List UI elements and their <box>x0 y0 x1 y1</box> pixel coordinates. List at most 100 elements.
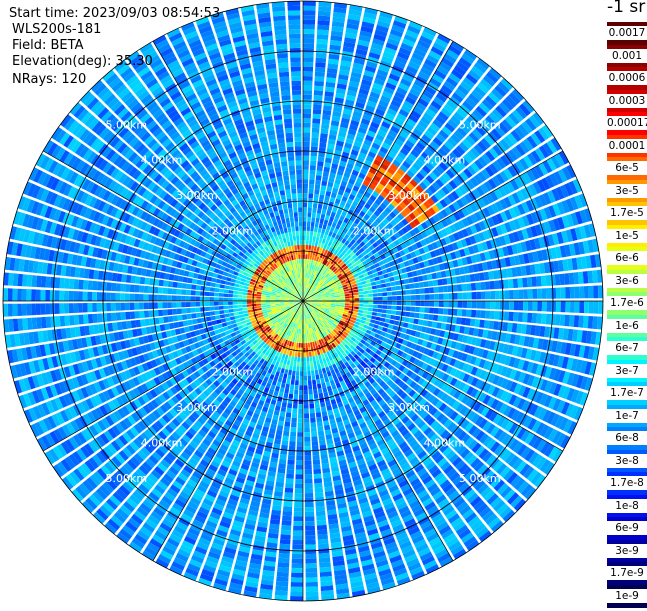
ppi-cell <box>310 226 314 231</box>
ppi-cell <box>401 290 406 295</box>
ppi-cell <box>295 484 303 489</box>
ppi-cell <box>306 240 309 245</box>
ppi-cell <box>387 292 392 296</box>
ppi-cell <box>377 313 382 317</box>
ppi-cell <box>314 483 322 488</box>
ppi-cell <box>443 308 448 314</box>
ppi-cell <box>545 275 551 286</box>
ppi-cell <box>303 71 313 76</box>
ppi-cell <box>424 288 429 294</box>
ppi-cell <box>303 90 312 95</box>
ppi-cell <box>318 6 331 12</box>
ppi-cell <box>376 284 381 288</box>
ppi-cell <box>315 492 324 497</box>
ppi-cell <box>499 311 504 320</box>
ppi-cell <box>371 316 376 320</box>
ppi-cell <box>315 67 325 73</box>
ppi-cell <box>429 287 434 293</box>
ppi-cell <box>305 502 314 507</box>
ppi-cell <box>305 549 316 554</box>
ppi-cell <box>372 285 377 289</box>
ppi-cell <box>551 288 556 299</box>
ppi-cell <box>368 290 373 294</box>
ppi-cell <box>304 367 307 372</box>
ppi-cell <box>281 368 285 373</box>
ppi-cell <box>411 295 416 300</box>
ppi-cell <box>380 279 385 284</box>
ppi-cell <box>318 539 329 545</box>
ppi-cell <box>427 274 433 280</box>
ppi-cell <box>570 287 575 299</box>
ppi-cell <box>282 378 287 383</box>
ppi-cell <box>290 432 296 437</box>
ppi-cell <box>364 301 369 304</box>
ppi-cell <box>305 530 315 535</box>
ppi-cell <box>598 301 603 314</box>
ppi-cell <box>578 316 584 328</box>
ppi-cell <box>353 289 358 292</box>
ppi-cell <box>303 67 313 72</box>
ppi-cell <box>321 181 327 187</box>
ppi-cell <box>387 305 392 309</box>
ppi-cell <box>300 324 302 329</box>
ppi-cell <box>448 301 453 307</box>
ppi-cell <box>365 279 370 283</box>
ppi-cell <box>315 374 319 379</box>
ppi-cell <box>350 298 355 300</box>
ppi-cell <box>513 279 518 289</box>
ppi-cell <box>316 44 327 50</box>
ppi-cell <box>317 525 327 530</box>
ppi-cell <box>320 138 327 144</box>
ppi-cell <box>294 502 303 507</box>
ppi-cell <box>532 313 538 323</box>
ppi-cell <box>304 423 310 428</box>
ppi-cell <box>303 6 316 11</box>
ppi-cell <box>437 279 442 286</box>
ppi-cell <box>354 306 359 309</box>
ppi-cell <box>315 241 319 246</box>
ppi-cell <box>293 535 303 540</box>
ppi-cell <box>276 477 284 483</box>
ppi-cell <box>315 497 324 502</box>
ppi-cell <box>392 296 397 300</box>
ppi-cell <box>462 309 467 316</box>
ppi-cell <box>306 250 308 255</box>
ppi-cell <box>561 301 566 312</box>
ppi-cell <box>308 250 311 255</box>
ppi-cell <box>315 370 319 375</box>
ppi-cell <box>285 384 290 389</box>
ppi-cell <box>321 363 325 368</box>
ppi-cell <box>422 275 428 281</box>
ppi-cell <box>385 278 390 283</box>
ppi-cell <box>283 393 288 398</box>
ppi-cell <box>311 432 317 437</box>
ppi-cell <box>303 34 315 39</box>
ppi-cell <box>397 296 402 300</box>
ppi-cell <box>453 301 458 308</box>
ppi-cell <box>319 195 324 200</box>
ppi-cell <box>395 281 400 286</box>
ppi-cell <box>536 313 541 323</box>
ppi-cell <box>305 465 312 470</box>
ppi-cell <box>279 548 290 554</box>
ppi-cell <box>304 390 308 395</box>
ppi-cell <box>311 222 315 227</box>
ppi-cell <box>281 530 291 536</box>
ppi-cell <box>303 184 308 189</box>
ppi-cell <box>362 284 367 288</box>
ppi-cell <box>359 295 364 298</box>
ppi-cell <box>305 338 307 343</box>
ppi-cell <box>317 520 327 526</box>
ppi-cell <box>305 498 314 503</box>
ppi-cell <box>309 352 312 357</box>
ppi-cell <box>292 554 303 559</box>
ppi-cell <box>304 278 305 283</box>
ppi-cell <box>304 446 311 451</box>
ppi-cell <box>320 378 325 383</box>
ppi-cell <box>279 459 286 465</box>
ppi-cell <box>313 384 317 389</box>
ppi-cell <box>485 281 490 289</box>
ppi-cell <box>306 231 309 236</box>
ppi-cell <box>317 30 329 36</box>
ppi-cell <box>304 357 307 362</box>
